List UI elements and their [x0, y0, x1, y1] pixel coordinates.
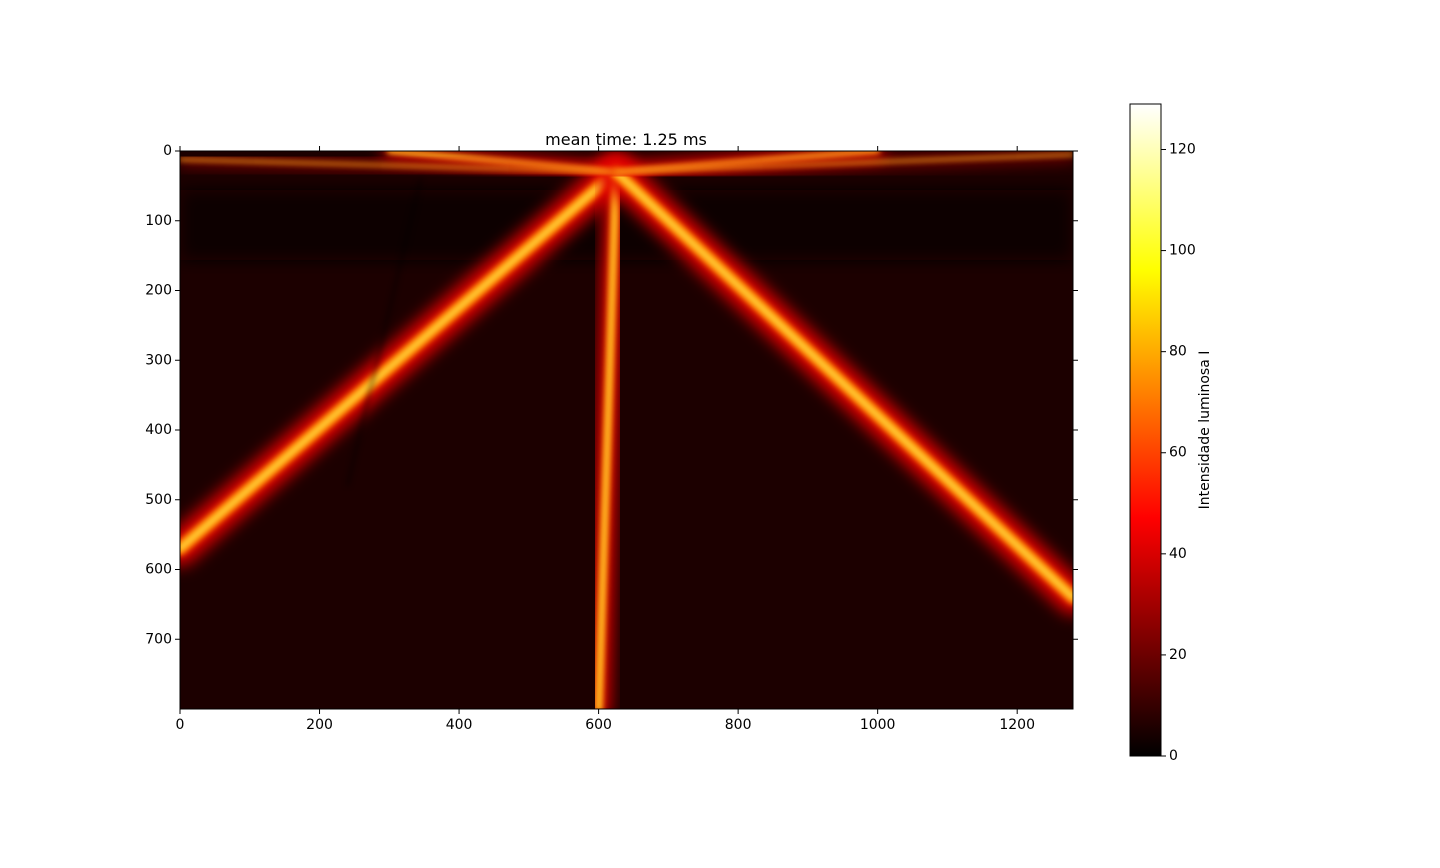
x-tick-label: 1000	[860, 717, 896, 733]
x-tick-label: 200	[306, 717, 333, 733]
colorbar-tick-label: 100	[1169, 243, 1196, 259]
ray-hot	[597, 170, 618, 709]
x-tick-label: 400	[446, 717, 473, 733]
y-tick-label: 400	[145, 422, 172, 438]
ray-hot	[180, 159, 617, 173]
colorbar-tick-label: 20	[1169, 647, 1187, 663]
colorbar-tick-label: 40	[1169, 546, 1187, 562]
chart-title: mean time: 1.25 ms	[545, 130, 707, 149]
x-tick-label: 600	[585, 717, 612, 733]
colorbar-tick-label: 60	[1169, 445, 1187, 461]
ray-hot	[613, 169, 1073, 600]
colorbar-tick-label: 80	[1169, 344, 1187, 360]
x-tick-label: 0	[176, 717, 185, 733]
colorbar-tick-label: 0	[1169, 748, 1178, 764]
y-tick-label: 500	[145, 492, 172, 508]
colorbar-label: Intensidade luminosa I	[1197, 351, 1213, 510]
colorbar-tick-label: 120	[1169, 141, 1196, 157]
x-tick-label: 800	[725, 717, 752, 733]
ray-hot	[180, 169, 619, 551]
x-tick-label: 1200	[999, 717, 1035, 733]
y-tick-label: 200	[145, 283, 172, 299]
y-tick-label: 300	[145, 352, 172, 368]
colorbar	[1129, 103, 1162, 757]
y-tick-label: 100	[145, 213, 172, 229]
streak	[345, 178, 423, 487]
y-tick-label: 0	[163, 143, 172, 159]
ray-hot	[615, 154, 1073, 173]
y-tick-label: 600	[145, 562, 172, 578]
y-tick-label: 700	[145, 631, 172, 647]
heatmap-image	[180, 151, 1073, 709]
